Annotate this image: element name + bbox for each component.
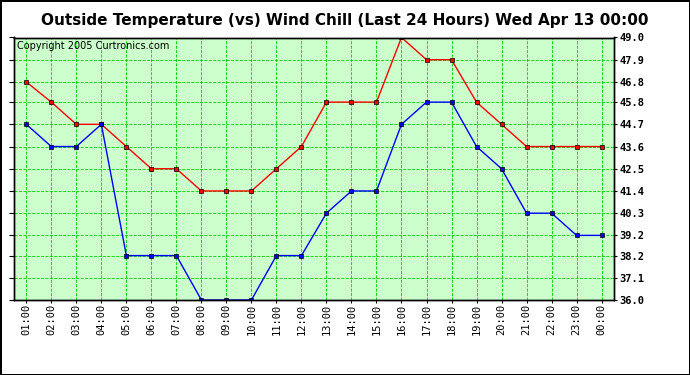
Text: Copyright 2005 Curtronics.com: Copyright 2005 Curtronics.com <box>17 42 169 51</box>
Text: Outside Temperature (vs) Wind Chill (Last 24 Hours) Wed Apr 13 00:00: Outside Temperature (vs) Wind Chill (Las… <box>41 13 649 28</box>
